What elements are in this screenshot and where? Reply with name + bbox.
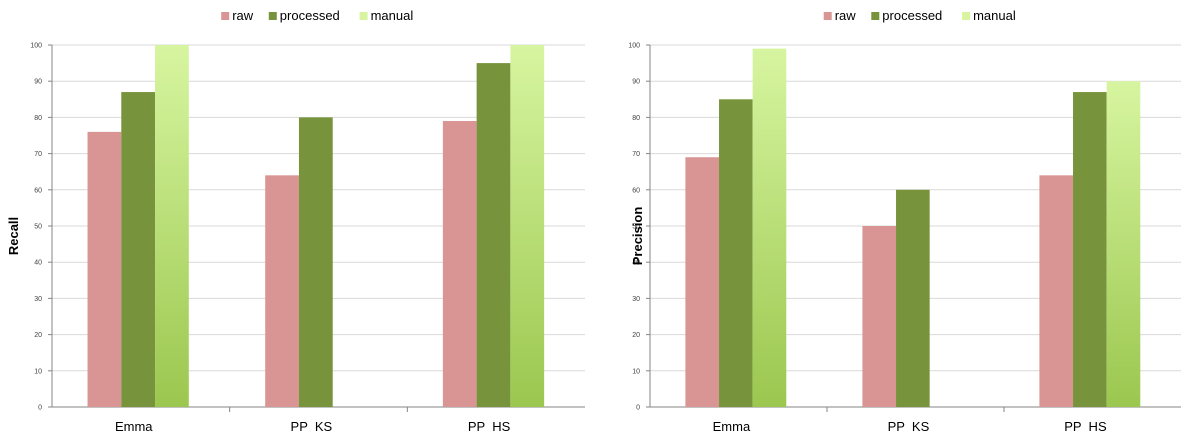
x-tick-label: PP HS bbox=[468, 419, 511, 434]
bar-manual-2 bbox=[510, 45, 545, 407]
legend-label-raw: raw bbox=[835, 8, 857, 23]
bar-raw-0 bbox=[685, 157, 720, 407]
bar-raw-2 bbox=[442, 121, 477, 408]
legend-swatch-manual bbox=[962, 12, 971, 20]
recall-chart: 0 10 20 30 40 50 60 70 80 90 100 Recall Emma PP KS PP … bbox=[0, 0, 590, 438]
y-tick-label: 80 bbox=[34, 115, 42, 122]
y-tick-label: 10 bbox=[34, 368, 42, 375]
x-tick-label: PP KS bbox=[888, 419, 930, 434]
y-tick-label: 50 bbox=[34, 224, 42, 231]
y-tick-label: 20 bbox=[632, 332, 640, 339]
bar-manual-2 bbox=[1106, 81, 1141, 407]
bar-processed-1 bbox=[298, 117, 333, 408]
legend: raw processed manual bbox=[221, 8, 413, 23]
legend-label-manual: manual bbox=[973, 8, 1016, 23]
y-tick-label: 60 bbox=[632, 187, 640, 194]
y-tick-label: 100 bbox=[30, 43, 42, 50]
legend-label-raw: raw bbox=[232, 8, 254, 23]
bar-raw-1 bbox=[862, 226, 897, 407]
y-tick-label: 40 bbox=[34, 260, 42, 267]
y-tick-label: 30 bbox=[632, 296, 640, 303]
y-tick-label: 0 bbox=[636, 405, 640, 412]
bar-raw-0 bbox=[87, 131, 122, 407]
legend-swatch-processed bbox=[871, 12, 880, 20]
legend-swatch-raw bbox=[221, 12, 230, 20]
y-tick-label: 30 bbox=[34, 296, 42, 303]
y-tick-label: 10 bbox=[632, 368, 640, 375]
y-tick-label: 70 bbox=[34, 151, 42, 158]
x-tick-label: PP KS bbox=[291, 419, 333, 434]
y-axis-label: Recall bbox=[6, 217, 21, 255]
precision-chart: 0 10 20 30 40 50 60 70 80 90 100 Precision Emma PP KS… bbox=[598, 0, 1197, 438]
bar-raw-2 bbox=[1039, 175, 1074, 407]
y-tick-label: 40 bbox=[632, 260, 640, 267]
legend-swatch-processed bbox=[268, 12, 277, 20]
bar-processed-2 bbox=[476, 63, 511, 407]
x-tick-label: Emma bbox=[115, 419, 153, 434]
x-tick-label: Emma bbox=[713, 419, 751, 434]
y-tick-label: 90 bbox=[34, 79, 42, 86]
bar-processed-0 bbox=[719, 99, 753, 408]
legend-label-manual: manual bbox=[371, 8, 414, 23]
chart-svg: 0 10 20 30 40 50 60 70 80 90 100 Recall Emma PP KS PP … bbox=[6, 8, 585, 434]
legend-swatch-raw bbox=[823, 12, 832, 20]
bar-manual-0 bbox=[752, 48, 787, 408]
y-tick-label: 90 bbox=[632, 79, 640, 86]
y-tick-label: 0 bbox=[38, 405, 42, 412]
bar-processed-0 bbox=[121, 92, 156, 407]
bar-processed-2 bbox=[1073, 92, 1107, 407]
y-tick-label: 60 bbox=[34, 187, 42, 194]
y-tick-label: 100 bbox=[628, 43, 640, 50]
legend-label-processed: processed bbox=[280, 8, 340, 23]
y-tick-label: 80 bbox=[632, 115, 640, 122]
y-axis-label: Precision bbox=[630, 207, 645, 266]
chart-svg: 0 10 20 30 40 50 60 70 80 90 100 Precision Emma PP KS… bbox=[628, 8, 1181, 434]
y-tick-label: 20 bbox=[34, 332, 42, 339]
legend-label-processed: processed bbox=[882, 8, 942, 23]
y-tick-label: 50 bbox=[632, 224, 640, 231]
bar-manual-0 bbox=[155, 45, 189, 407]
y-tick-label: 70 bbox=[632, 151, 640, 158]
legend: raw processed manual bbox=[823, 8, 1016, 23]
legend-swatch-manual bbox=[359, 12, 368, 20]
bar-raw-1 bbox=[265, 175, 299, 407]
bar-processed-1 bbox=[896, 189, 930, 407]
x-tick-label: PP HS bbox=[1064, 419, 1107, 434]
